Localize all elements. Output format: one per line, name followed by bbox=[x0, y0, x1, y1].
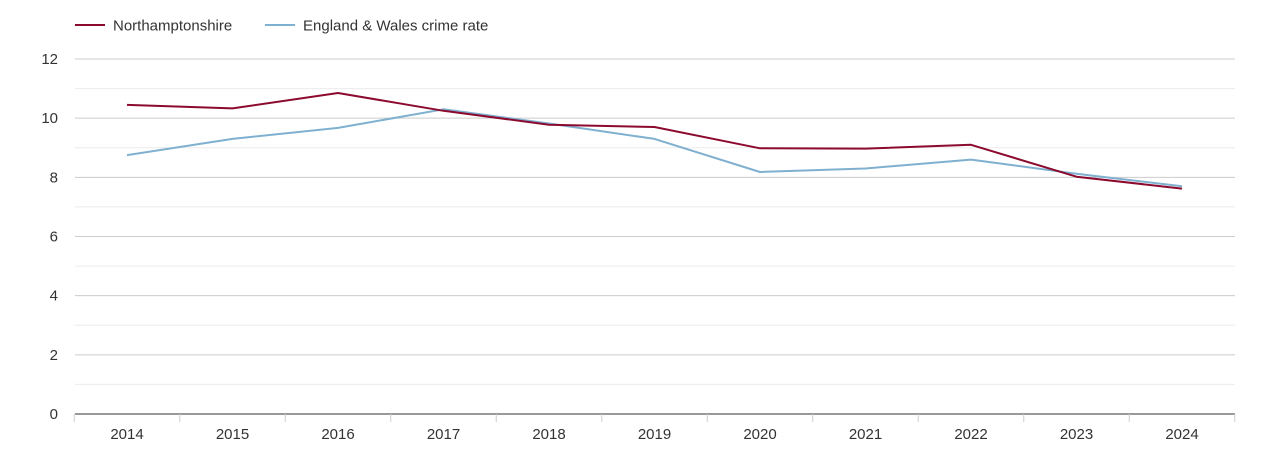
legend-label-0: Northamptonshire bbox=[113, 18, 232, 35]
x-tick-label: 2020 bbox=[743, 426, 776, 443]
y-tick-label: 0 bbox=[50, 406, 58, 423]
x-axis: 2014 2015 2016 2017 2018 2019 2020 2021 2022 2023… bbox=[73, 413, 1236, 443]
x-tick-label: 2017 bbox=[427, 426, 460, 443]
x-tick-label: 2024 bbox=[1165, 426, 1198, 443]
x-tick-label: 2023 bbox=[1060, 426, 1093, 443]
chart-legend: Northamptonshire England & Wales crime ra… bbox=[75, 18, 488, 35]
x-tick-label: 2016 bbox=[321, 426, 354, 443]
x-tick-label: 2021 bbox=[849, 426, 882, 443]
series-line-1 bbox=[126, 108, 1183, 188]
x-tick-label: 2015 bbox=[216, 426, 249, 443]
x-tick-label: 2018 bbox=[532, 426, 565, 443]
x-tick-label: 2019 bbox=[638, 426, 671, 443]
chart-gridlines bbox=[75, 58, 1235, 385]
y-tick-label: 4 bbox=[50, 288, 58, 305]
y-tick-label: 8 bbox=[50, 169, 58, 186]
y-tick-label: 6 bbox=[50, 229, 58, 246]
legend-label-1: England & Wales crime rate bbox=[303, 18, 488, 35]
series-line-0 bbox=[126, 92, 1183, 190]
x-tick-label: 2014 bbox=[110, 426, 143, 443]
y-axis: 0 2 4 6 8 10 12 bbox=[41, 51, 58, 423]
y-tick-label: 2 bbox=[50, 347, 58, 364]
y-tick-label: 10 bbox=[41, 110, 58, 127]
x-tick-label: 2022 bbox=[954, 426, 987, 443]
y-tick-label: 12 bbox=[41, 51, 58, 68]
chart-series bbox=[126, 92, 1183, 190]
